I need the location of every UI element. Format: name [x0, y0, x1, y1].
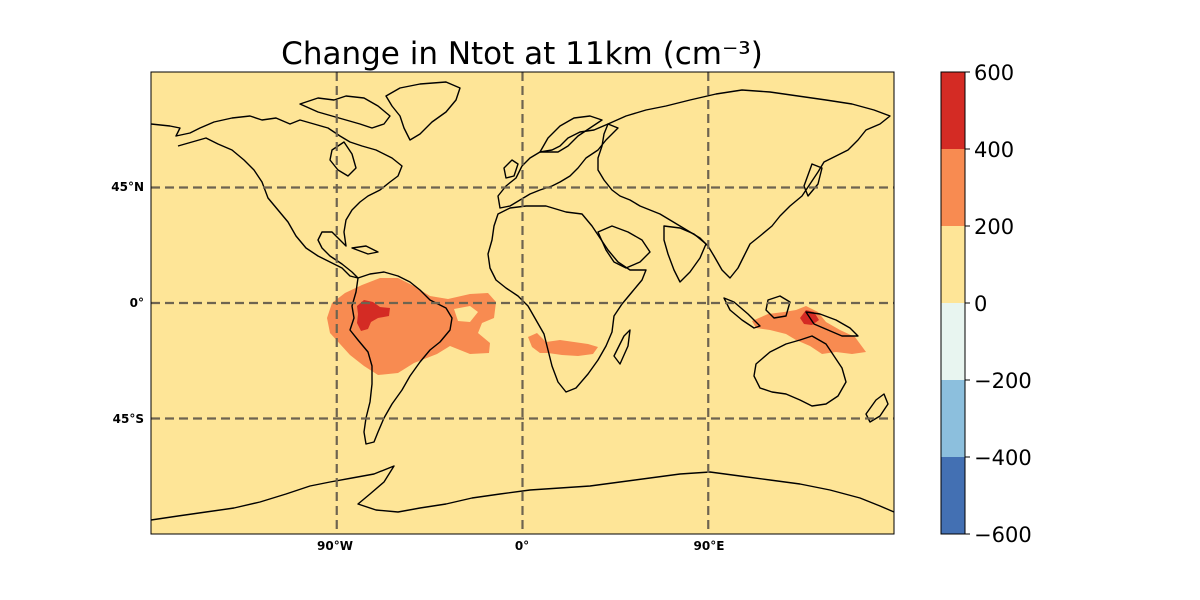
coastline-cuba [351, 245, 379, 255]
lon-label-90e: 90°E [694, 539, 725, 553]
colorbar-label-200: 200 [974, 215, 1014, 239]
longitude-labels: 90°W 0° 90°E [317, 539, 724, 553]
colorbar-label-neg600: −600 [974, 523, 1032, 547]
colorbar-segment-neg400-neg200 [941, 380, 965, 457]
colorbar-label-neg200: −200 [974, 369, 1032, 393]
coastline-new-zealand [865, 393, 889, 423]
latitude-labels: 45°N 0° 45°S [111, 180, 144, 426]
coastline-sumatra [723, 297, 761, 329]
colorbar-label-neg400: −400 [974, 446, 1032, 470]
coastline-europe [497, 123, 619, 209]
coastline-india [663, 225, 707, 283]
coastline-antarctica [151, 465, 894, 521]
coastline-hudson-bay [329, 141, 357, 177]
coastline-arabia [597, 225, 651, 269]
coastlines [151, 81, 894, 521]
graticule [151, 72, 894, 534]
anomaly-region-south-america-hole [454, 306, 478, 322]
map-frame [150, 71, 895, 535]
coastline-asia [597, 89, 891, 279]
colorbar-segment-200-400 [941, 149, 965, 226]
anomaly-region-amazon-core [357, 300, 390, 331]
lat-label-equator: 0° [130, 296, 144, 310]
anomaly-region-maritime-continent [752, 306, 866, 354]
coastline-south-america [349, 271, 453, 445]
colorbar-segment-0-200 [941, 226, 965, 303]
coastline-canada-islands [299, 95, 391, 129]
coastline-africa [487, 205, 647, 393]
anomaly-region-southern-africa [528, 333, 598, 356]
colorbar-segment-400-600 [941, 72, 965, 149]
colorbar-label-600: 600 [974, 61, 1014, 85]
coastline-scandinavia [539, 115, 603, 153]
coastline-japan [803, 163, 823, 197]
map-panel [150, 71, 895, 535]
chart-title: Change in Ntot at 11km (cm⁻³) [281, 36, 763, 72]
lon-label-90w: 90°W [317, 539, 353, 553]
coastline-greenland [385, 81, 461, 141]
lat-label-45s: 45°S [113, 412, 144, 426]
coastline-new-guinea [805, 311, 859, 337]
lon-label-0: 0° [515, 539, 529, 553]
colorbar-segment-neg200-0 [941, 303, 965, 380]
coastline-borneo [765, 295, 791, 319]
colorbar-label-400: 400 [974, 138, 1014, 162]
coastline-north-america [151, 115, 403, 279]
colorbar-segment-neg600-neg400 [941, 457, 965, 534]
colorbar: 600 400 200 0 −200 −400 −600 [940, 61, 1032, 547]
coastline-madagascar [613, 329, 631, 365]
lat-label-45n: 45°N [111, 180, 144, 194]
colorbar-label-0: 0 [974, 292, 987, 316]
coastline-australia [753, 335, 847, 407]
coastline-british-isles [503, 159, 519, 179]
